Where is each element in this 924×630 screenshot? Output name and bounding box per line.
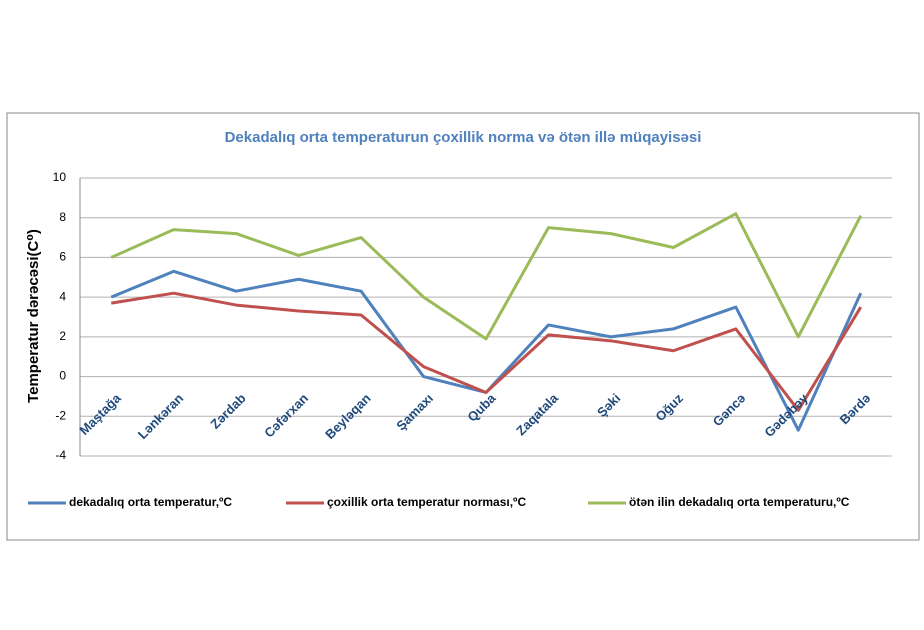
y-tick-label: 4: [59, 289, 66, 303]
legend-label: çoxillik orta temperatur norması,ºC: [327, 495, 526, 509]
y-tick-label: 8: [59, 210, 66, 224]
y-tick-label: -2: [55, 408, 66, 422]
legend-label: ötən ilin dekadalıq orta temperaturu,ºC: [629, 495, 850, 509]
y-tick-label: -4: [55, 448, 66, 462]
series-line: [110, 291, 863, 412]
y-tick-label: 0: [59, 369, 66, 383]
y-tick-label: 10: [53, 170, 67, 184]
y-tick-label: 2: [59, 329, 66, 343]
legend-label: dekadalıq orta temperatur,ºC: [69, 495, 232, 509]
series-line: [110, 212, 863, 341]
y-axis-label: Temperatur dərəcəsi(C⁰): [25, 229, 42, 403]
y-tick-label: 6: [59, 250, 66, 264]
chart-title: Dekadalıq orta temperaturun çoxillik nor…: [225, 129, 702, 146]
chart-frame: [6, 112, 920, 541]
